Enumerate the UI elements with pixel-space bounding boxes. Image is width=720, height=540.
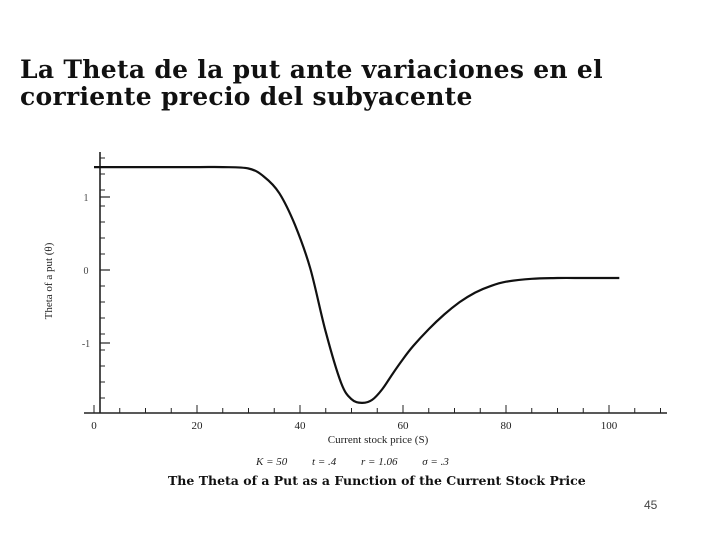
- x-tick-label: 40: [295, 420, 307, 432]
- parameter-list: K = 50 t = .4 r = 1.06 σ = .3: [256, 456, 471, 468]
- x-tick-label: 60: [398, 420, 410, 432]
- chart-series: [94, 165, 620, 405]
- figure-caption: The Theta of a Put as a Function of the …: [168, 473, 586, 488]
- x-tick-label: 20: [192, 420, 204, 432]
- y-tick-label: -1: [82, 339, 90, 350]
- theta-curve: [94, 165, 620, 405]
- page-number: 45: [644, 498, 658, 512]
- slide-title: La Theta de la put ante variaciones en e…: [20, 55, 603, 111]
- x-tick-label: 100: [601, 420, 618, 432]
- y-tick-label: 0: [84, 266, 89, 277]
- param-time: t = .4: [312, 456, 337, 468]
- param-strike: K = 50: [256, 456, 288, 468]
- x-axis-label: Current stock price (S): [328, 434, 429, 446]
- x-tick-label: 80: [501, 420, 513, 432]
- chart-axes: 0 20 40 60 80 100 1 0 -1: [82, 152, 667, 432]
- x-tick-label: 0: [91, 420, 97, 432]
- param-volatility: σ = .3: [422, 456, 449, 468]
- y-tick-label: 1: [84, 193, 89, 204]
- y-axis-label: Theta of a put (θ): [43, 242, 55, 319]
- param-rate: r = 1.06: [361, 456, 398, 468]
